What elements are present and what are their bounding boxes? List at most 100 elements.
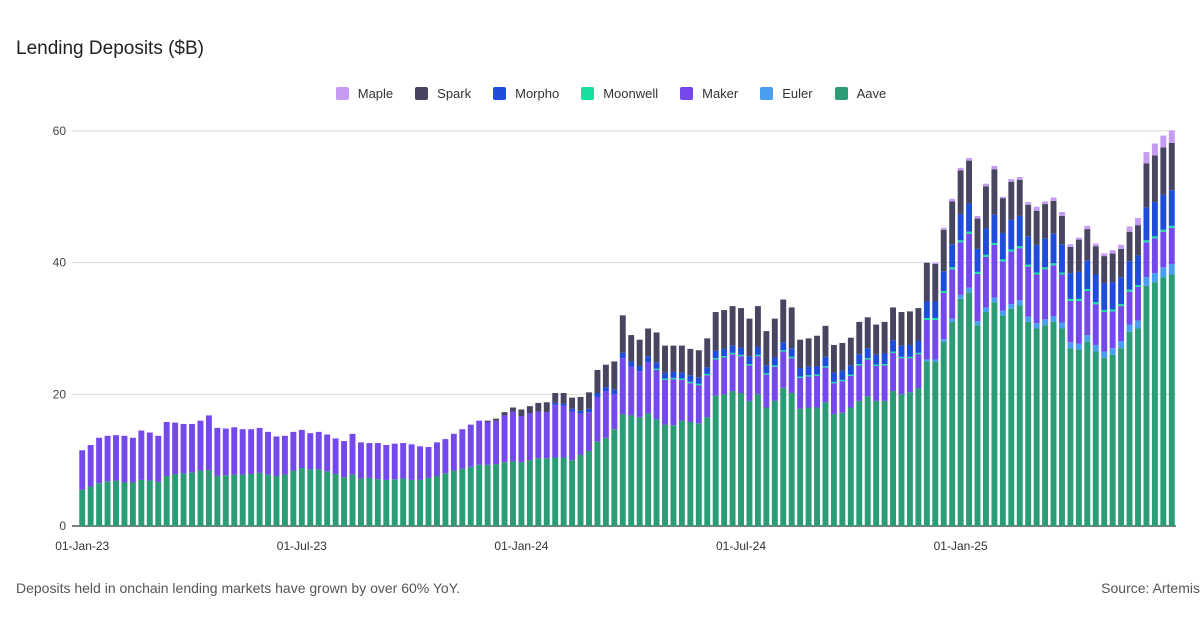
bar-moonwell-69[interactable] bbox=[662, 378, 668, 380]
bar-aave-73[interactable] bbox=[695, 423, 702, 526]
bar-spark-104[interactable] bbox=[957, 170, 964, 214]
bar-moonwell-102[interactable] bbox=[940, 290, 947, 293]
bar-aave-12[interactable] bbox=[180, 473, 187, 526]
bar-moonwell-106[interactable] bbox=[974, 271, 981, 274]
bar-euler-126[interactable] bbox=[1143, 277, 1150, 286]
bar-maker-109[interactable] bbox=[999, 261, 1006, 311]
bar-morpho-92[interactable] bbox=[856, 354, 863, 365]
bar-group-93[interactable] bbox=[864, 317, 871, 526]
bar-spark-123[interactable] bbox=[1118, 248, 1125, 278]
bar-group-45[interactable] bbox=[459, 429, 466, 526]
bar-spark-65[interactable] bbox=[628, 335, 635, 362]
bar-morpho-65[interactable] bbox=[628, 361, 635, 367]
bar-maker-42[interactable] bbox=[434, 442, 440, 476]
bar-aave-108[interactable] bbox=[991, 302, 998, 526]
bar-aave-44[interactable] bbox=[450, 470, 457, 526]
bar-group-108[interactable] bbox=[991, 165, 998, 526]
bar-maker-75[interactable] bbox=[712, 359, 719, 396]
bar-euler-106[interactable] bbox=[974, 321, 981, 326]
bar-group-122[interactable] bbox=[1109, 250, 1116, 526]
bar-aave-35[interactable] bbox=[374, 479, 381, 526]
bar-group-107[interactable] bbox=[983, 183, 989, 526]
bar-aave-71[interactable] bbox=[678, 420, 685, 526]
bar-aave-86[interactable] bbox=[805, 407, 812, 527]
bar-group-78[interactable] bbox=[738, 308, 744, 526]
bar-moonwell-101[interactable] bbox=[932, 317, 939, 320]
bar-aave-93[interactable] bbox=[864, 396, 871, 526]
bar-group-100[interactable] bbox=[923, 262, 930, 526]
bar-group-56[interactable] bbox=[552, 393, 559, 526]
bar-maker-83[interactable] bbox=[780, 351, 787, 388]
bar-group-36[interactable] bbox=[383, 445, 390, 526]
bar-group-5[interactable] bbox=[121, 435, 128, 526]
bar-moonwell-96[interactable] bbox=[890, 351, 897, 353]
bar-spark-67[interactable] bbox=[645, 328, 652, 357]
bar-group-125[interactable] bbox=[1135, 217, 1141, 526]
bar-group-7[interactable] bbox=[138, 430, 145, 526]
bar-maker-6[interactable] bbox=[129, 437, 136, 483]
bar-group-62[interactable] bbox=[602, 364, 609, 526]
bar-group-79[interactable] bbox=[746, 318, 753, 526]
bar-group-87[interactable] bbox=[814, 335, 820, 526]
bar-maker-60[interactable] bbox=[586, 412, 592, 451]
bar-spark-84[interactable] bbox=[788, 307, 795, 349]
bar-moonwell-116[interactable] bbox=[1059, 272, 1065, 275]
bar-moonwell-127[interactable] bbox=[1151, 236, 1158, 239]
bar-maker-8[interactable] bbox=[146, 432, 153, 481]
bar-aave-47[interactable] bbox=[476, 464, 483, 526]
bar-morpho-75[interactable] bbox=[712, 350, 719, 359]
bar-group-82[interactable] bbox=[771, 318, 778, 526]
bar-moonwell-82[interactable] bbox=[771, 365, 778, 367]
bar-maker-74[interactable] bbox=[704, 375, 711, 418]
bar-maker-103[interactable] bbox=[949, 269, 956, 319]
bar-euler-119[interactable] bbox=[1084, 335, 1091, 342]
bar-spark-90[interactable] bbox=[839, 342, 846, 371]
bar-group-113[interactable] bbox=[1033, 206, 1040, 526]
bar-maker-129[interactable] bbox=[1168, 227, 1175, 264]
bar-spark-66[interactable] bbox=[636, 339, 643, 367]
bar-moonwell-79[interactable] bbox=[746, 364, 753, 366]
bar-maker-24[interactable] bbox=[281, 435, 288, 475]
bar-group-114[interactable] bbox=[1042, 201, 1049, 526]
bar-group-0[interactable] bbox=[79, 450, 86, 526]
bar-aave-60[interactable] bbox=[586, 450, 592, 526]
bar-maple-101[interactable] bbox=[932, 262, 939, 264]
bar-spark-83[interactable] bbox=[780, 299, 787, 343]
bar-group-95[interactable] bbox=[881, 321, 888, 526]
bar-aave-5[interactable] bbox=[121, 482, 128, 526]
bar-aave-38[interactable] bbox=[400, 478, 407, 526]
bar-spark-61[interactable] bbox=[594, 369, 601, 394]
bar-morpho-104[interactable] bbox=[957, 213, 964, 241]
bar-aave-109[interactable] bbox=[999, 315, 1006, 526]
bar-aave-40[interactable] bbox=[417, 479, 424, 526]
bar-group-59[interactable] bbox=[577, 396, 584, 526]
bar-euler-115[interactable] bbox=[1050, 315, 1057, 322]
bar-aave-55[interactable] bbox=[543, 458, 550, 526]
bar-spark-54[interactable] bbox=[535, 402, 542, 412]
bar-morpho-82[interactable] bbox=[771, 357, 778, 366]
bar-aave-102[interactable] bbox=[940, 341, 947, 526]
bar-moonwell-92[interactable] bbox=[856, 364, 863, 366]
bar-maker-95[interactable] bbox=[881, 365, 888, 401]
bar-moonwell-76[interactable] bbox=[721, 356, 728, 358]
bar-aave-115[interactable] bbox=[1050, 321, 1057, 526]
bar-group-109[interactable] bbox=[999, 196, 1006, 526]
bar-morpho-71[interactable] bbox=[678, 372, 685, 379]
bar-group-119[interactable] bbox=[1084, 225, 1091, 526]
bar-moonwell-117[interactable] bbox=[1067, 298, 1074, 301]
bar-aave-103[interactable] bbox=[949, 321, 956, 526]
bar-aave-46[interactable] bbox=[467, 466, 474, 526]
bar-group-64[interactable] bbox=[619, 315, 626, 526]
bar-morpho-126[interactable] bbox=[1143, 207, 1150, 241]
bar-spark-59[interactable] bbox=[577, 396, 584, 411]
bar-spark-51[interactable] bbox=[510, 407, 516, 412]
bar-spark-81[interactable] bbox=[763, 331, 770, 366]
bar-maker-65[interactable] bbox=[628, 366, 635, 416]
bar-aave-92[interactable] bbox=[856, 400, 863, 526]
bar-euler-117[interactable] bbox=[1067, 342, 1074, 349]
bar-spark-80[interactable] bbox=[754, 306, 761, 347]
bar-aave-69[interactable] bbox=[662, 424, 668, 526]
bar-group-94[interactable] bbox=[873, 324, 880, 526]
bar-aave-121[interactable] bbox=[1101, 358, 1108, 527]
bar-maker-108[interactable] bbox=[991, 244, 998, 298]
